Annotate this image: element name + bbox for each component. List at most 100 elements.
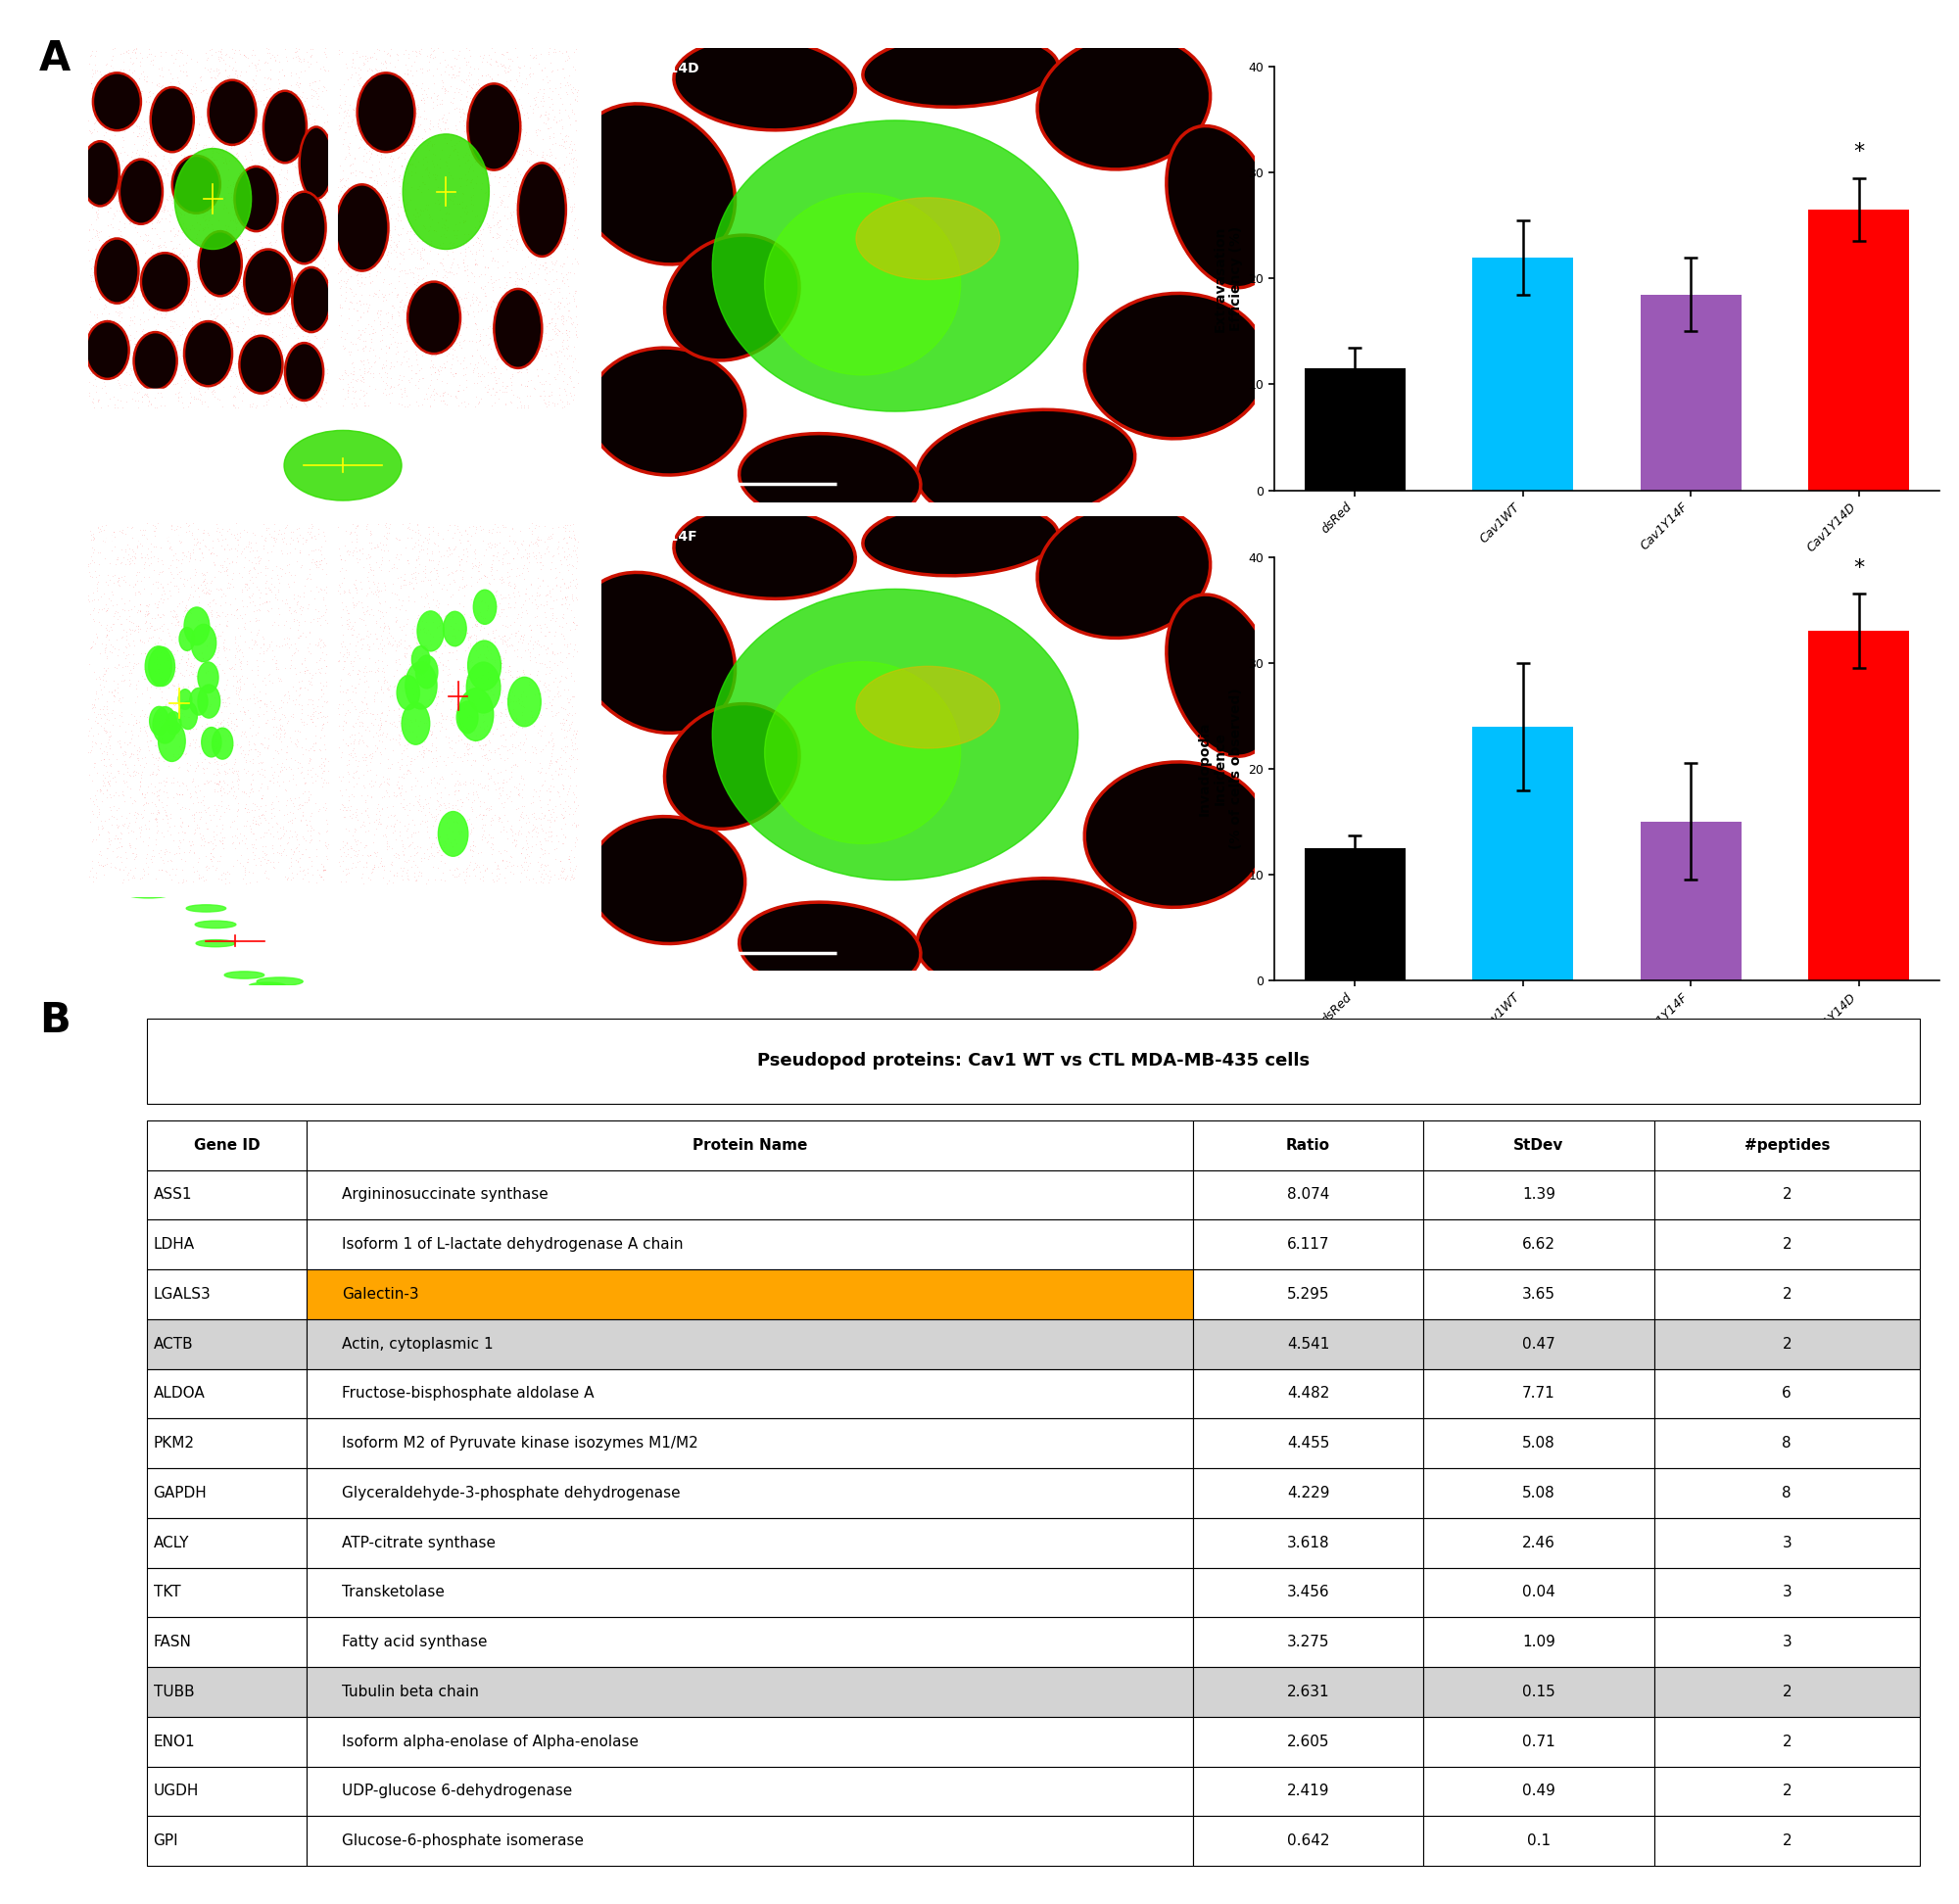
- Point: [215, 731, 247, 762]
- Point: [229, 823, 261, 853]
- Point: [337, 821, 368, 851]
- Point: [480, 352, 511, 383]
- Point: [402, 110, 433, 141]
- Point: [382, 701, 413, 731]
- Point: [296, 200, 327, 230]
- Point: [351, 847, 382, 878]
- Point: [462, 634, 494, 664]
- Point: [225, 621, 257, 651]
- Point: [478, 131, 509, 162]
- Point: [398, 586, 429, 617]
- Point: [558, 863, 590, 893]
- Point: [372, 769, 404, 800]
- Point: [490, 93, 521, 124]
- Point: [490, 800, 521, 830]
- Point: [259, 169, 290, 200]
- Point: [333, 539, 364, 569]
- Point: [200, 236, 231, 267]
- Point: [406, 84, 437, 114]
- Point: [251, 567, 282, 598]
- Point: [259, 838, 290, 868]
- Point: [174, 596, 206, 626]
- Point: [502, 156, 533, 187]
- Point: [129, 752, 161, 783]
- Point: [445, 93, 476, 124]
- Point: [513, 645, 545, 676]
- Point: [458, 767, 490, 798]
- Point: [556, 211, 588, 242]
- Point: [257, 788, 288, 819]
- Point: [406, 796, 437, 826]
- Point: [543, 187, 574, 217]
- Point: [296, 731, 327, 762]
- Point: [86, 299, 118, 329]
- Point: [135, 238, 167, 268]
- Point: [237, 832, 268, 863]
- Point: [441, 805, 472, 836]
- Point: [308, 855, 339, 885]
- Point: [217, 670, 249, 701]
- Point: [163, 383, 194, 413]
- Point: [88, 851, 119, 882]
- Point: [556, 682, 588, 712]
- Point: [210, 552, 241, 583]
- Point: [429, 600, 460, 630]
- Point: [543, 379, 574, 409]
- Point: [133, 381, 165, 411]
- Point: [409, 524, 441, 554]
- Point: [441, 853, 472, 883]
- Point: [92, 775, 123, 805]
- Point: [549, 234, 580, 265]
- Point: [339, 53, 370, 84]
- Point: [259, 42, 290, 72]
- Point: [259, 128, 290, 158]
- Point: [482, 345, 513, 375]
- Point: [351, 40, 382, 70]
- Point: [505, 390, 537, 421]
- Point: [329, 284, 360, 314]
- Point: [210, 636, 241, 666]
- Point: [511, 69, 543, 99]
- Point: [288, 156, 319, 187]
- Point: [278, 183, 310, 213]
- Point: [386, 373, 417, 404]
- Point: [437, 34, 468, 65]
- Point: [337, 619, 368, 649]
- Point: [80, 621, 112, 651]
- Point: [206, 520, 237, 550]
- Point: [186, 318, 217, 348]
- Point: [237, 704, 268, 735]
- Point: [472, 792, 503, 823]
- Point: [437, 626, 468, 657]
- Point: [304, 53, 335, 84]
- Point: [513, 864, 545, 895]
- Point: [333, 628, 364, 659]
- Point: [394, 227, 425, 257]
- Point: [145, 533, 176, 564]
- Point: [255, 522, 286, 552]
- Point: [266, 135, 298, 166]
- Point: [251, 579, 282, 609]
- Point: [118, 638, 149, 668]
- Point: [221, 211, 253, 242]
- Point: [235, 712, 266, 743]
- Point: [374, 86, 406, 116]
- Point: [123, 613, 155, 644]
- Point: [521, 735, 552, 765]
- Point: [396, 120, 427, 150]
- Point: [284, 537, 315, 567]
- Point: [513, 666, 545, 697]
- Point: [474, 527, 505, 558]
- Point: [431, 828, 462, 859]
- Point: [337, 371, 368, 402]
- Point: [253, 188, 284, 219]
- Point: [411, 672, 443, 703]
- Point: [119, 84, 151, 114]
- Point: [190, 244, 221, 274]
- Point: [212, 567, 243, 598]
- Point: [304, 80, 335, 110]
- Point: [223, 664, 255, 695]
- Point: [80, 569, 112, 600]
- Point: [290, 242, 321, 272]
- Point: [454, 51, 486, 82]
